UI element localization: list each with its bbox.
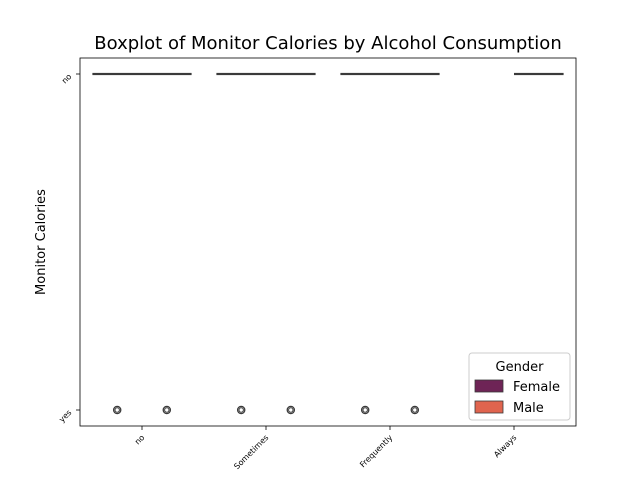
outlier-point — [410, 405, 420, 415]
y-tick-label: yes — [57, 408, 73, 424]
x-tick-label: Frequently — [358, 433, 394, 469]
y-tick-label: no — [60, 72, 73, 85]
outlier-point-inner — [238, 407, 244, 413]
legend: Gender Female Male — [468, 352, 571, 421]
outlier-point — [236, 405, 246, 415]
outlier-point — [286, 405, 296, 415]
legend-entry: Female — [513, 380, 560, 395]
outlier-point-inner — [164, 407, 170, 413]
outlier-point-inner — [114, 407, 120, 413]
outlier-point-inner — [362, 407, 368, 413]
x-tick-label: Always — [492, 433, 518, 459]
x-tick-label: no — [133, 433, 146, 446]
y-axis-label: Monitor Calories — [34, 189, 49, 295]
legend-swatch — [474, 379, 504, 393]
legend-title: Gender — [496, 360, 545, 375]
outlier-point-inner — [288, 407, 294, 413]
outlier-point-inner — [412, 407, 418, 413]
plot-area — [79, 57, 577, 427]
legend-entry: Male — [513, 401, 544, 416]
x-axis: no Sometimes Frequently Always — [133, 426, 518, 471]
x-tick-label: Sometimes — [232, 433, 270, 471]
y-axis: no yes — [57, 72, 80, 424]
outlier-point — [360, 405, 370, 415]
chart-title: Boxplot of Monitor Calories by Alcohol C… — [94, 33, 561, 54]
legend-swatch — [474, 400, 504, 414]
outlier-point — [162, 405, 172, 415]
outlier-point — [112, 405, 122, 415]
boxes — [92, 72, 564, 415]
